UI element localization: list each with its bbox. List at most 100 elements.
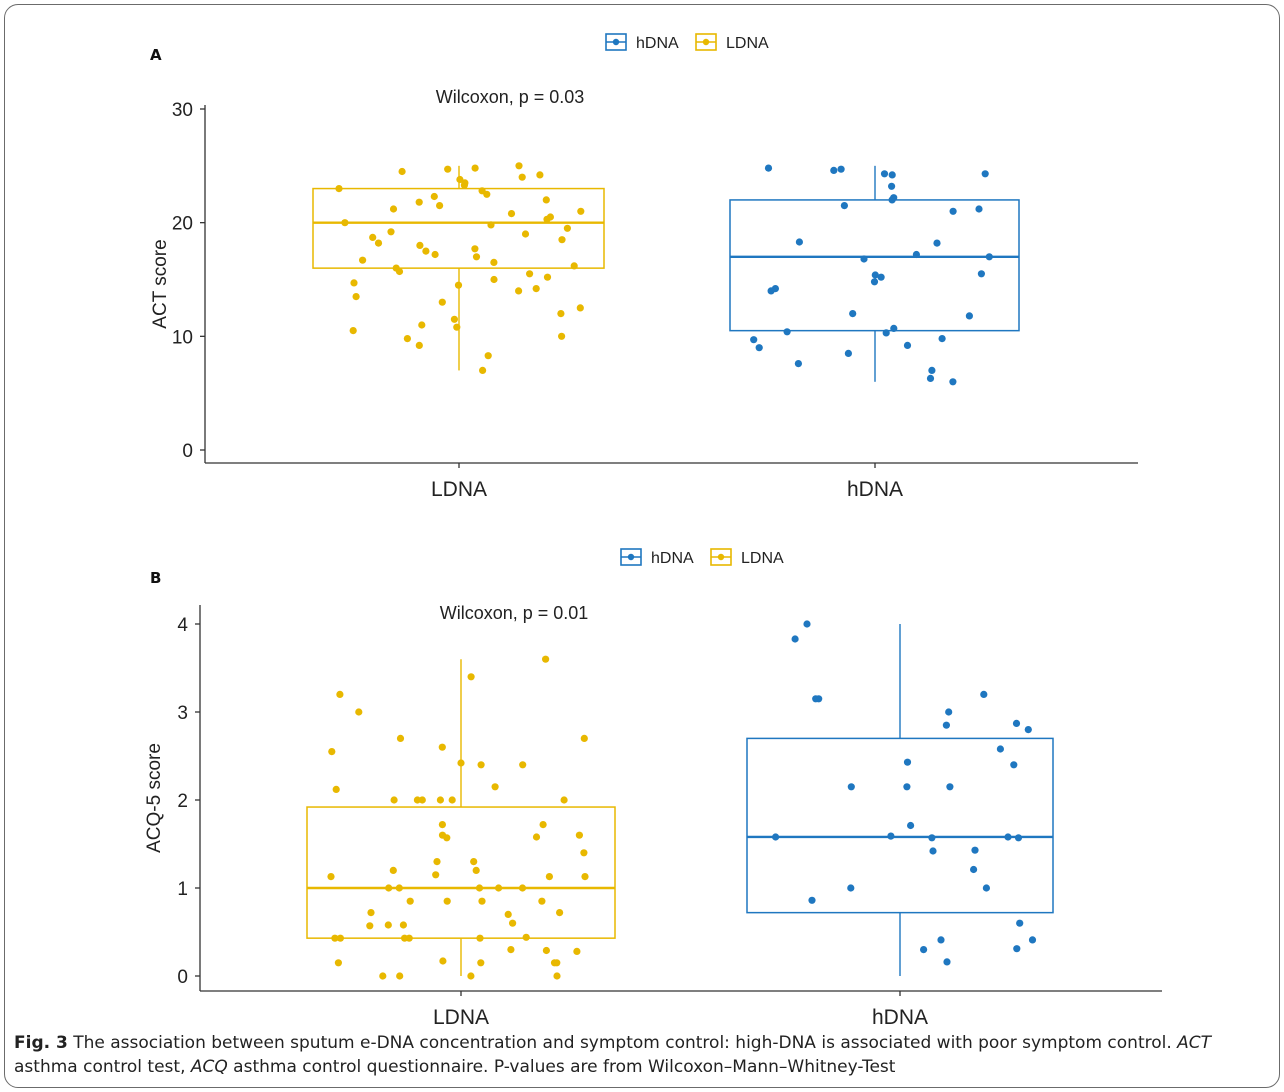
caption-label: Fig. 3 (14, 1033, 68, 1053)
data-point (542, 946, 551, 955)
data-point (507, 946, 515, 954)
series-hdna (729, 164, 1020, 386)
data-point (350, 279, 358, 287)
data-point (495, 884, 503, 892)
y-axis-title: ACT score (150, 239, 171, 328)
data-point (436, 202, 444, 210)
data-point (472, 253, 481, 261)
data-point (795, 238, 804, 246)
data-point (576, 304, 584, 312)
data-point (563, 224, 572, 232)
caption-text-3: asthma control questionnaire. P-values a… (227, 1057, 896, 1077)
data-point (907, 821, 915, 830)
data-point (457, 759, 465, 767)
data-point (450, 315, 458, 323)
data-point (580, 734, 588, 743)
data-point (542, 655, 550, 663)
data-point (1012, 719, 1021, 728)
data-point (903, 758, 912, 766)
data-point (359, 256, 367, 264)
data-point (508, 919, 517, 927)
data-point (395, 884, 403, 892)
data-point (436, 796, 444, 804)
data-point (970, 865, 978, 874)
data-point (341, 219, 349, 227)
data-point (472, 866, 480, 875)
data-point (416, 241, 424, 249)
data-point (398, 167, 406, 176)
data-point (477, 761, 485, 769)
chart-legend: hDNA LDNA (605, 33, 769, 52)
data-point (515, 162, 523, 170)
y-tick-label: 0 (182, 441, 193, 462)
caption-text-1: The association between sputum e-DNA con… (67, 1033, 1178, 1053)
data-point (888, 182, 896, 190)
box-iqr (306, 806, 616, 939)
data-point (454, 281, 463, 289)
data-point (539, 821, 547, 829)
x-tick-label: LDNA (431, 478, 487, 501)
data-point (349, 327, 357, 335)
data-point (334, 959, 342, 967)
legend-item-ldna: LDNA (710, 548, 784, 567)
data-point (387, 228, 395, 236)
data-point (332, 785, 340, 794)
data-point (1028, 936, 1037, 944)
data-point (882, 329, 890, 337)
data-point (406, 897, 414, 905)
data-point (366, 922, 374, 930)
data-point (379, 972, 387, 980)
data-point (478, 897, 486, 905)
x-tick-label: LDNA (433, 1006, 489, 1029)
data-point (980, 690, 988, 699)
data-point (545, 873, 554, 881)
data-point (484, 352, 492, 360)
data-point (415, 198, 423, 206)
data-point (808, 896, 816, 904)
data-point (577, 207, 585, 215)
data-point (460, 181, 468, 189)
data-point (903, 341, 912, 349)
data-point (443, 834, 451, 842)
panel-label: A (150, 46, 162, 64)
legend-item-ldna: LDNA (695, 33, 769, 52)
series-ldna (306, 655, 616, 980)
data-point (938, 335, 946, 343)
data-point (415, 341, 423, 349)
data-point (487, 221, 495, 229)
data-point (471, 164, 479, 172)
data-point (937, 936, 945, 944)
data-point (367, 909, 375, 917)
data-point (764, 164, 773, 172)
data-point (794, 360, 803, 368)
data-point (870, 278, 879, 286)
legend-label: hDNA (651, 550, 694, 567)
y-axis-title: ACQ-5 score (144, 743, 165, 853)
caption-abbr-acq: ACQ (190, 1057, 228, 1077)
data-point (519, 761, 527, 769)
y-tick-label: 30 (172, 100, 193, 121)
y-tick-label: 20 (172, 214, 193, 235)
data-point (355, 708, 363, 716)
caption-text-2: asthma control test, (14, 1057, 191, 1077)
data-point (490, 258, 498, 266)
data-point (880, 170, 889, 178)
data-point (1013, 945, 1021, 953)
data-point (532, 285, 540, 293)
data-point (385, 884, 393, 892)
data-point (877, 273, 885, 281)
legend-item-hdna: hDNA (605, 33, 679, 52)
data-point (928, 366, 936, 374)
data-point (448, 796, 456, 804)
data-point (328, 748, 336, 756)
data-point (888, 171, 896, 179)
data-point (928, 834, 936, 842)
data-point (860, 255, 868, 263)
box-iqr (729, 199, 1020, 332)
data-point (443, 897, 451, 905)
data-point (401, 934, 409, 942)
data-point (532, 833, 541, 841)
data-point (783, 328, 791, 336)
y-tick-label: 2 (177, 791, 188, 812)
